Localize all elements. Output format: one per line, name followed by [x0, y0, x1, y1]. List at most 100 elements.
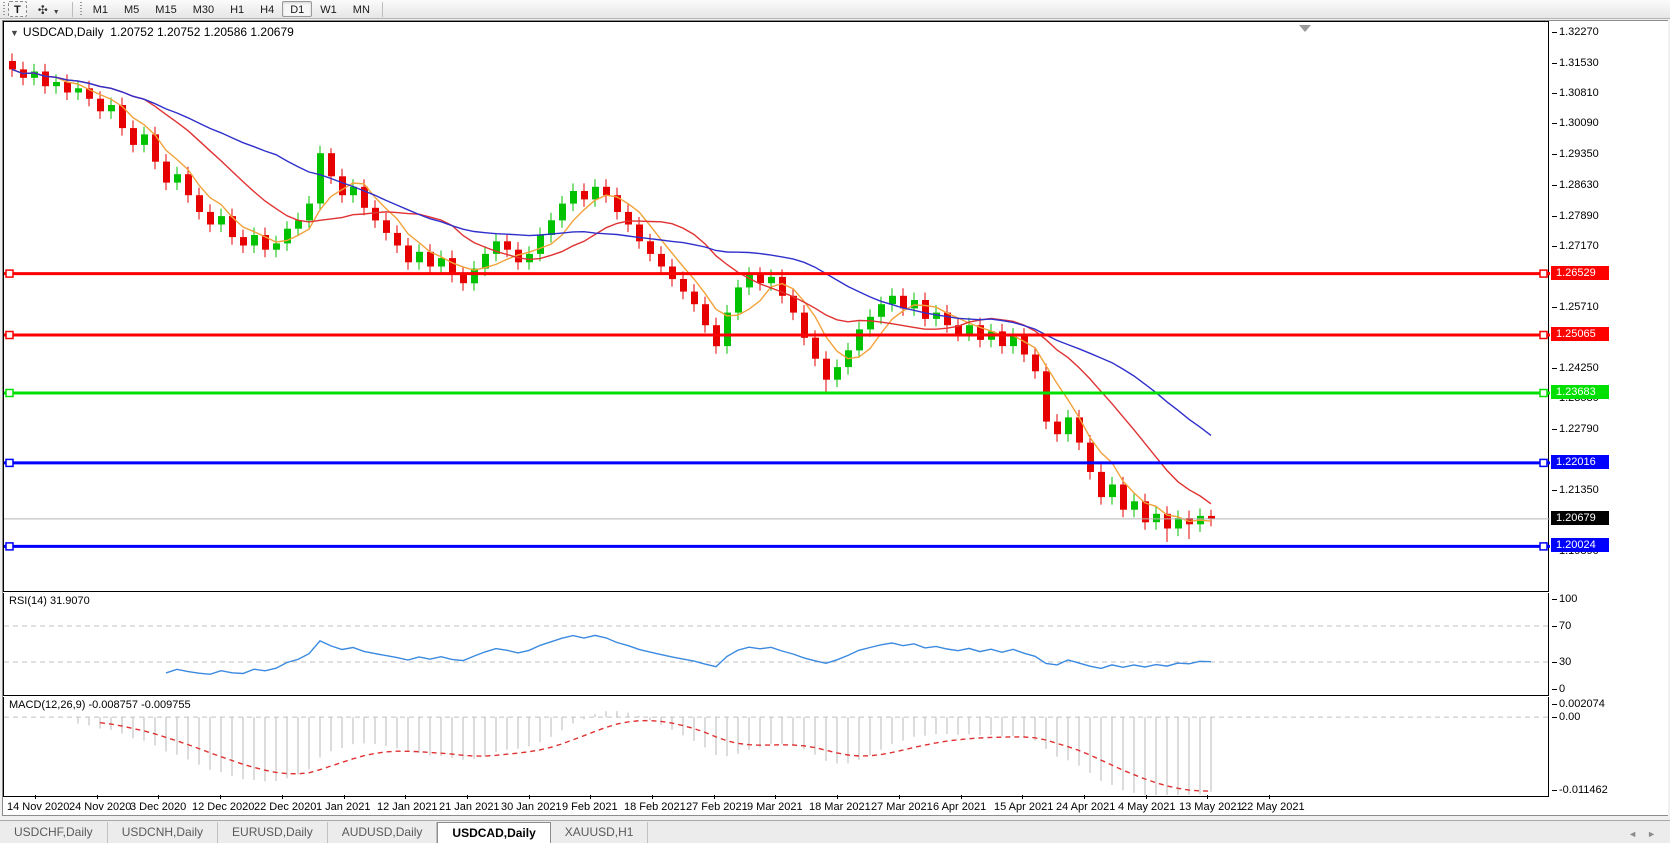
price-tick-label: 1.32270: [1552, 26, 1599, 38]
hline-price-tag: 1.23683: [1551, 385, 1609, 399]
date-tick: [590, 795, 591, 799]
date-label: 9 Feb 2021: [562, 801, 618, 813]
price-tick-label: 1.25710: [1552, 301, 1599, 313]
date-label: 22 May 2021: [1241, 801, 1305, 813]
price-tick-label: 1.27890: [1552, 210, 1599, 222]
price-tick-label: 1.30810: [1552, 87, 1599, 99]
hline-price-tag: 1.20024: [1551, 538, 1609, 552]
macd-scale-label: 0.00: [1551, 711, 1581, 723]
text-tool-button[interactable]: T: [8, 1, 27, 17]
date-tick: [97, 795, 98, 799]
date-label: 1 Jan 2021: [316, 801, 371, 813]
date-tick: [1146, 795, 1147, 799]
rsi-scale-label: 100: [1551, 593, 1578, 605]
date-tick: [158, 795, 159, 799]
chart-ohlc-values: 1.20752 1.20752 1.20586 1.20679: [110, 25, 294, 39]
timeframe-mn-button[interactable]: MN: [352, 4, 370, 16]
date-tick: [1207, 795, 1208, 799]
date-tick: [344, 795, 345, 799]
date-label: 12 Jan 2021: [377, 801, 438, 813]
toolbar-separator: [71, 1, 73, 17]
tab-usdcnh-daily[interactable]: USDCNH,Daily: [108, 822, 219, 843]
date-tick: [405, 795, 406, 799]
toolbar-grip-2[interactable]: [79, 2, 82, 16]
tab-usdchf-daily[interactable]: USDCHF,Daily: [0, 822, 108, 843]
price-tick-label: 1.31530: [1552, 57, 1599, 69]
date-tick: [1022, 795, 1023, 799]
macd-indicator-label: MACD(12,26,9) -0.008757 -0.009755: [9, 699, 191, 711]
price-tick-label: 1.22790: [1552, 423, 1599, 435]
date-label: 6 Apr 2021: [933, 801, 987, 813]
date-tick: [775, 795, 776, 799]
chart-symbol-label: USDCAD,Daily: [22, 25, 104, 39]
date-label: 14 Nov 2020: [7, 801, 70, 813]
date-label: 18 Mar 2021: [809, 801, 871, 813]
hline-price-tag: 1.25065: [1551, 327, 1609, 341]
macd-svg[interactable]: [4, 697, 1550, 795]
chart-title: ▼ USDCAD,Daily 1.20752 1.20752 1.20586 1.…: [10, 25, 294, 39]
timeframe-m5-button[interactable]: M5: [124, 4, 140, 16]
macd-scale-label: 0.002074: [1552, 698, 1605, 710]
title-collapse-icon[interactable]: ▼: [10, 28, 19, 38]
macd-panel[interactable]: MACD(12,26,9) -0.008757 -0.009755: [3, 697, 1550, 797]
pointer-tool-icon: ✣: [37, 3, 48, 17]
date-label: 12 Dec 2020: [192, 801, 255, 813]
tab-audusd-daily[interactable]: AUDUSD,Daily: [328, 822, 438, 843]
date-tick: [714, 795, 715, 799]
rsi-svg[interactable]: [4, 593, 1550, 694]
rsi-scale-label: 0: [1551, 683, 1566, 695]
timeframe-h1-button[interactable]: H1: [230, 4, 245, 16]
chevron-down-icon[interactable]: ▼: [52, 9, 60, 16]
date-label: 27 Mar 2021: [871, 801, 933, 813]
rsi-indicator-label: RSI(14) 31.9070: [9, 595, 90, 607]
price-tick-label: 1.29350: [1552, 148, 1599, 160]
date-label: 27 Feb 2021: [686, 801, 748, 813]
date-label: 4 May 2021: [1118, 801, 1176, 813]
timeframe-d1-button[interactable]: D1: [282, 1, 313, 17]
date-label: 30 Jan 2021: [501, 801, 562, 813]
date-tick: [1084, 795, 1085, 799]
tab-scroll-left-icon[interactable]: ◄: [1628, 829, 1638, 839]
date-label: 13 May 2021: [1179, 801, 1243, 813]
rsi-scale-label: 70: [1551, 620, 1572, 632]
timeframe-w1-button[interactable]: W1: [320, 4, 337, 16]
tab-xauusd-h1[interactable]: XAUUSD,H1: [551, 822, 649, 843]
date-label: 3 Dec 2020: [130, 801, 187, 813]
timeframe-m30-button[interactable]: M30: [192, 4, 215, 16]
pointer-tool-button[interactable]: ✣ ▼: [27, 1, 68, 17]
date-label: 22 Dec 2020: [254, 801, 317, 813]
date-tick: [220, 795, 221, 799]
tab-scroll-right-icon[interactable]: ►: [1647, 829, 1656, 839]
toolbar-grip[interactable]: [3, 2, 5, 16]
date-tick: [961, 795, 962, 799]
date-tick: [899, 795, 900, 799]
price-tick-label: 1.21350: [1552, 484, 1599, 496]
price-tick-label: 1.27170: [1552, 240, 1599, 252]
rsi-scale-label: 30: [1551, 656, 1572, 668]
tab-usdcad-daily[interactable]: USDCAD,Daily: [437, 822, 551, 843]
date-label: 21 Jan 2021: [439, 801, 500, 813]
current-price-tag: 1.20679: [1551, 511, 1609, 525]
tab-eurusd-daily[interactable]: EURUSD,Daily: [218, 822, 328, 843]
timeframe-m1-button[interactable]: M1: [92, 4, 109, 16]
date-label: 24 Apr 2021: [1056, 801, 1116, 813]
rsi-panel[interactable]: RSI(14) 31.9070: [3, 593, 1550, 696]
candlestick-svg[interactable]: [4, 22, 1550, 591]
chart-shift-marker: [1299, 25, 1311, 32]
price-axis: 1.32270 1.31530 1.30810 1.30090 1.29350 1.286…: [1551, 21, 1668, 815]
date-tick: [467, 795, 468, 799]
date-tick: [837, 795, 838, 799]
hline-price-tag: 1.26529: [1551, 266, 1609, 280]
symbol-tabbar: USDCHF,Daily USDCNH,Daily EURUSD,Daily A…: [0, 820, 1670, 843]
price-tick-label: 1.28630: [1552, 179, 1599, 191]
date-label: 15 Apr 2021: [994, 801, 1054, 813]
timeframe-h4-button[interactable]: H4: [260, 4, 275, 16]
price-tick-label: 1.30090: [1552, 117, 1599, 129]
date-tick: [652, 795, 653, 799]
hline-price-tag: 1.22016: [1551, 455, 1609, 469]
date-axis: 14 Nov 2020 24 Nov 2020 3 Dec 2020 12 Dec 2…: [3, 795, 1549, 815]
timeframe-m15-button[interactable]: M15: [155, 4, 177, 16]
toolbar-separator-2: [381, 1, 383, 17]
date-tick: [529, 795, 530, 799]
candlestick-panel[interactable]: ▼ USDCAD,Daily 1.20752 1.20752 1.20586 1.…: [3, 21, 1550, 592]
